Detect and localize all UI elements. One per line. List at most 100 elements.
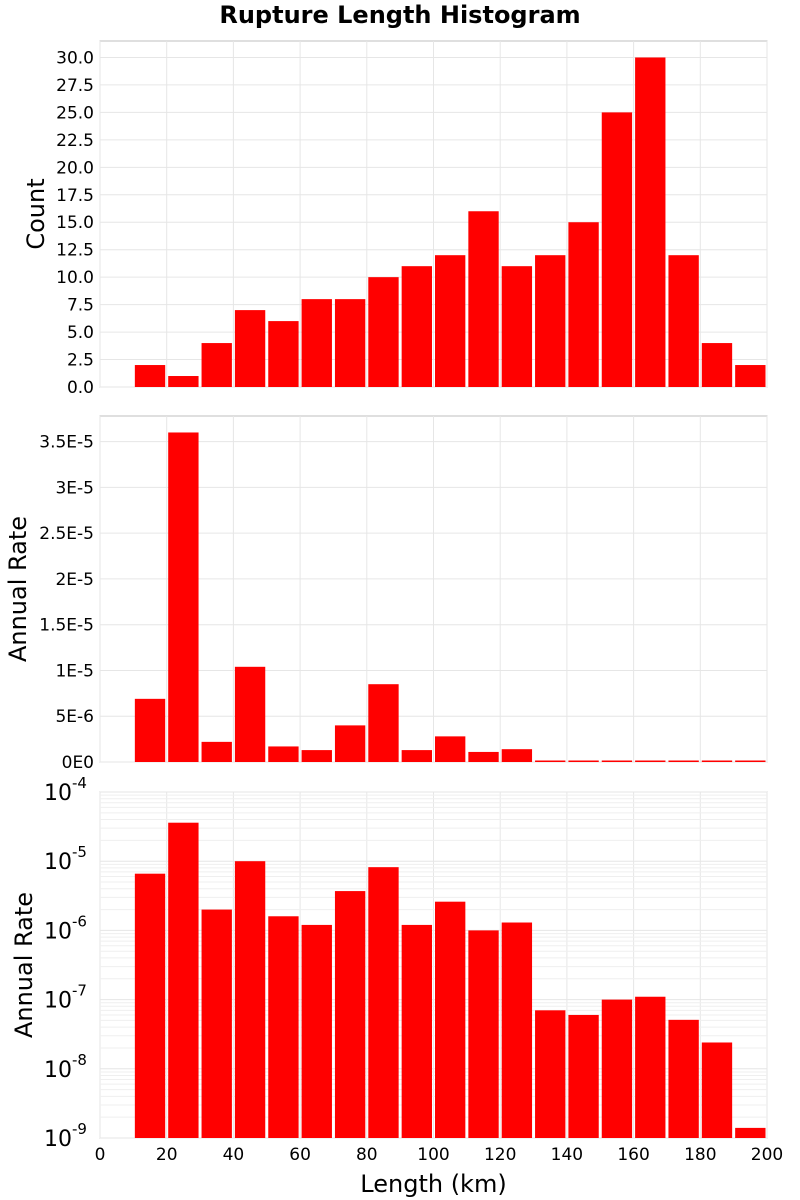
bar <box>268 321 299 387</box>
y-tick-exponent: -6 <box>72 912 87 930</box>
bar <box>701 760 733 762</box>
y-tick-label: 12.5 <box>56 241 94 261</box>
y-tick-label: 2.5 <box>67 351 94 371</box>
y-tick-label: 2E-5 <box>55 570 94 590</box>
chart-panels: 0.0 2.5 5.0 7.5 10.0 12.5 15.0 17.5 20.0 22.5 25.0… <box>4 40 783 1198</box>
panel-rate-linear: 0E0 5E-6 1E-5 1.5E-5 2E-5 2.5E-5 3E-5 3.5E-5 Ann… <box>4 415 768 773</box>
bar <box>568 222 599 387</box>
x-tick-label: 180 <box>684 1145 716 1165</box>
bar <box>435 901 466 1138</box>
y-tick-label: 10 <box>44 1127 72 1152</box>
y-tick-label: 25.0 <box>56 103 94 123</box>
bar <box>435 255 466 387</box>
y-tick-label: 1.5E-5 <box>39 616 94 636</box>
y-tick-label: 3.5E-5 <box>39 433 94 453</box>
x-tick-label: 20 <box>156 1145 178 1165</box>
x-tick-label: 0 <box>95 1145 106 1165</box>
y-tick-label: 1E-5 <box>55 661 94 681</box>
bar <box>468 211 499 387</box>
y-tick-label: 30.0 <box>56 48 94 68</box>
y-tick-label: 3E-5 <box>55 478 94 498</box>
bar <box>168 822 199 1138</box>
chart-title: Rupture Length Histogram <box>219 1 580 29</box>
bar <box>601 999 633 1138</box>
y-tick-exponent: -4 <box>72 774 87 792</box>
bar <box>735 760 766 762</box>
y-tick-label: 10 <box>44 1058 72 1083</box>
bar <box>601 760 633 762</box>
x-tick-label: 160 <box>617 1145 649 1165</box>
bar <box>234 861 266 1138</box>
y-tick-base: 10 <box>44 1127 72 1152</box>
bar <box>201 741 232 762</box>
bar <box>334 725 366 762</box>
x-tick-label: 40 <box>223 1145 245 1165</box>
y-tick-label: 5.0 <box>67 323 94 343</box>
bar <box>168 376 199 387</box>
bar <box>635 996 666 1138</box>
bar <box>134 698 166 762</box>
y-tick-label: 10.0 <box>56 268 94 288</box>
y-tick-label: 7.5 <box>67 296 94 316</box>
bar <box>501 749 533 762</box>
y-tick-label: 22.5 <box>56 131 94 151</box>
y-axis-label: Count <box>22 178 50 249</box>
y-tick-base: 10 <box>44 919 72 944</box>
bar <box>668 760 699 762</box>
bar <box>635 57 666 387</box>
y-tick-label: 5E-6 <box>55 707 94 727</box>
y-tick-label: 10 <box>44 850 72 875</box>
y-tick-label: 15.0 <box>56 213 94 233</box>
bar <box>134 873 166 1138</box>
bar <box>301 299 332 387</box>
bar <box>168 432 199 762</box>
y-tick-label: 10 <box>44 781 72 806</box>
y-tick-exponent: -5 <box>72 843 87 861</box>
y-tick-label: 17.5 <box>56 186 94 206</box>
bar <box>701 1042 733 1138</box>
y-tick-label: 0E0 <box>62 753 94 773</box>
bar <box>701 343 733 387</box>
bar <box>201 343 232 387</box>
y-tick-base: 10 <box>44 1058 72 1083</box>
bar <box>401 750 432 762</box>
bar <box>334 891 366 1138</box>
y-tick-exponent: -9 <box>72 1120 87 1138</box>
x-tick-label: 80 <box>356 1145 378 1165</box>
y-tick-exponent: -8 <box>72 1051 87 1069</box>
y-tick-label: 10 <box>44 919 72 944</box>
bar <box>368 867 399 1138</box>
bar <box>468 930 499 1138</box>
bar <box>535 255 566 387</box>
y-tick-label: 10 <box>44 989 72 1014</box>
y-tick-exponent: -7 <box>72 982 87 1000</box>
bar <box>201 909 232 1138</box>
bar <box>368 684 399 762</box>
bar <box>668 255 699 387</box>
bar <box>234 310 266 387</box>
y-tick-base: 10 <box>44 850 72 875</box>
bar <box>501 922 533 1138</box>
y-axis-label: Annual Rate <box>10 892 38 1038</box>
y-axis-label: Annual Rate <box>4 516 32 662</box>
y-tick-label: 0.0 <box>67 378 94 398</box>
y-tick-base: 10 <box>44 781 72 806</box>
bar <box>301 924 332 1138</box>
bar <box>301 750 332 762</box>
y-tick-label: 27.5 <box>56 76 94 96</box>
y-tick-label: 2.5E-5 <box>39 524 94 544</box>
panel-count: 0.0 2.5 5.0 7.5 10.0 12.5 15.0 17.5 20.0 22.5 25.0… <box>22 40 768 398</box>
bar <box>234 666 266 762</box>
bar <box>635 760 666 762</box>
y-tick-base: 10 <box>44 989 72 1014</box>
bar <box>601 112 633 388</box>
x-tick-label: 100 <box>417 1145 449 1165</box>
bar <box>735 365 766 387</box>
x-tick-label: 120 <box>484 1145 516 1165</box>
x-tick-label: 60 <box>289 1145 311 1165</box>
y-tick-label: 20.0 <box>56 158 94 178</box>
x-tick-label: 200 <box>751 1145 783 1165</box>
x-tick-label: 140 <box>551 1145 583 1165</box>
bar <box>568 760 599 762</box>
